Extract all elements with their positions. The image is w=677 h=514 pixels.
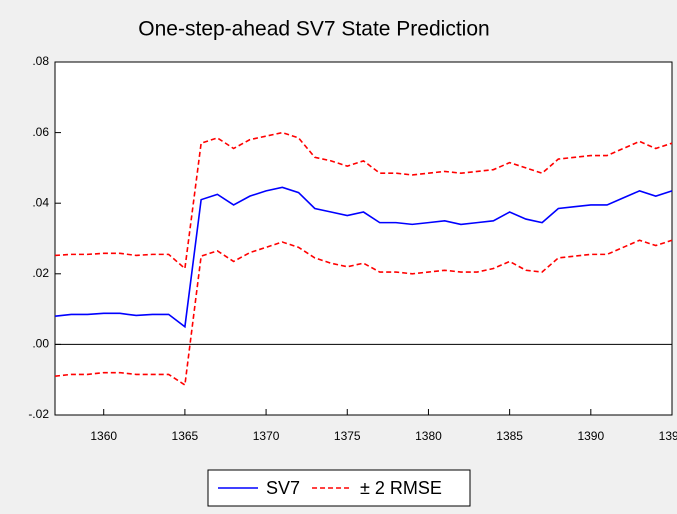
y-tick-label: .08 [32, 54, 49, 68]
x-tick-label: 1385 [496, 429, 523, 443]
y-tick-label: .00 [32, 337, 49, 351]
x-tick-label: 1375 [334, 429, 361, 443]
y-tick-label: .02 [32, 266, 49, 280]
legend-label: SV7 [266, 478, 300, 498]
y-tick-label: -.02 [28, 407, 49, 421]
y-tick-label: .06 [32, 125, 49, 139]
chart-title: One-step-ahead SV7 State Prediction [138, 18, 489, 41]
x-tick-label: 1365 [172, 429, 199, 443]
series-line [54, 186, 673, 329]
x-tick-label: 1395 [659, 429, 677, 443]
y-tick-label: .04 [32, 195, 49, 209]
x-tick-label: 1390 [577, 429, 604, 443]
plot-area [54, 61, 673, 416]
legend-label: ± 2 RMSE [360, 478, 442, 498]
series-line [54, 239, 673, 387]
x-tick-label: 1370 [253, 429, 280, 443]
x-tick-label: 1380 [415, 429, 442, 443]
series-line [54, 131, 673, 271]
x-tick-label: 1360 [90, 429, 117, 443]
